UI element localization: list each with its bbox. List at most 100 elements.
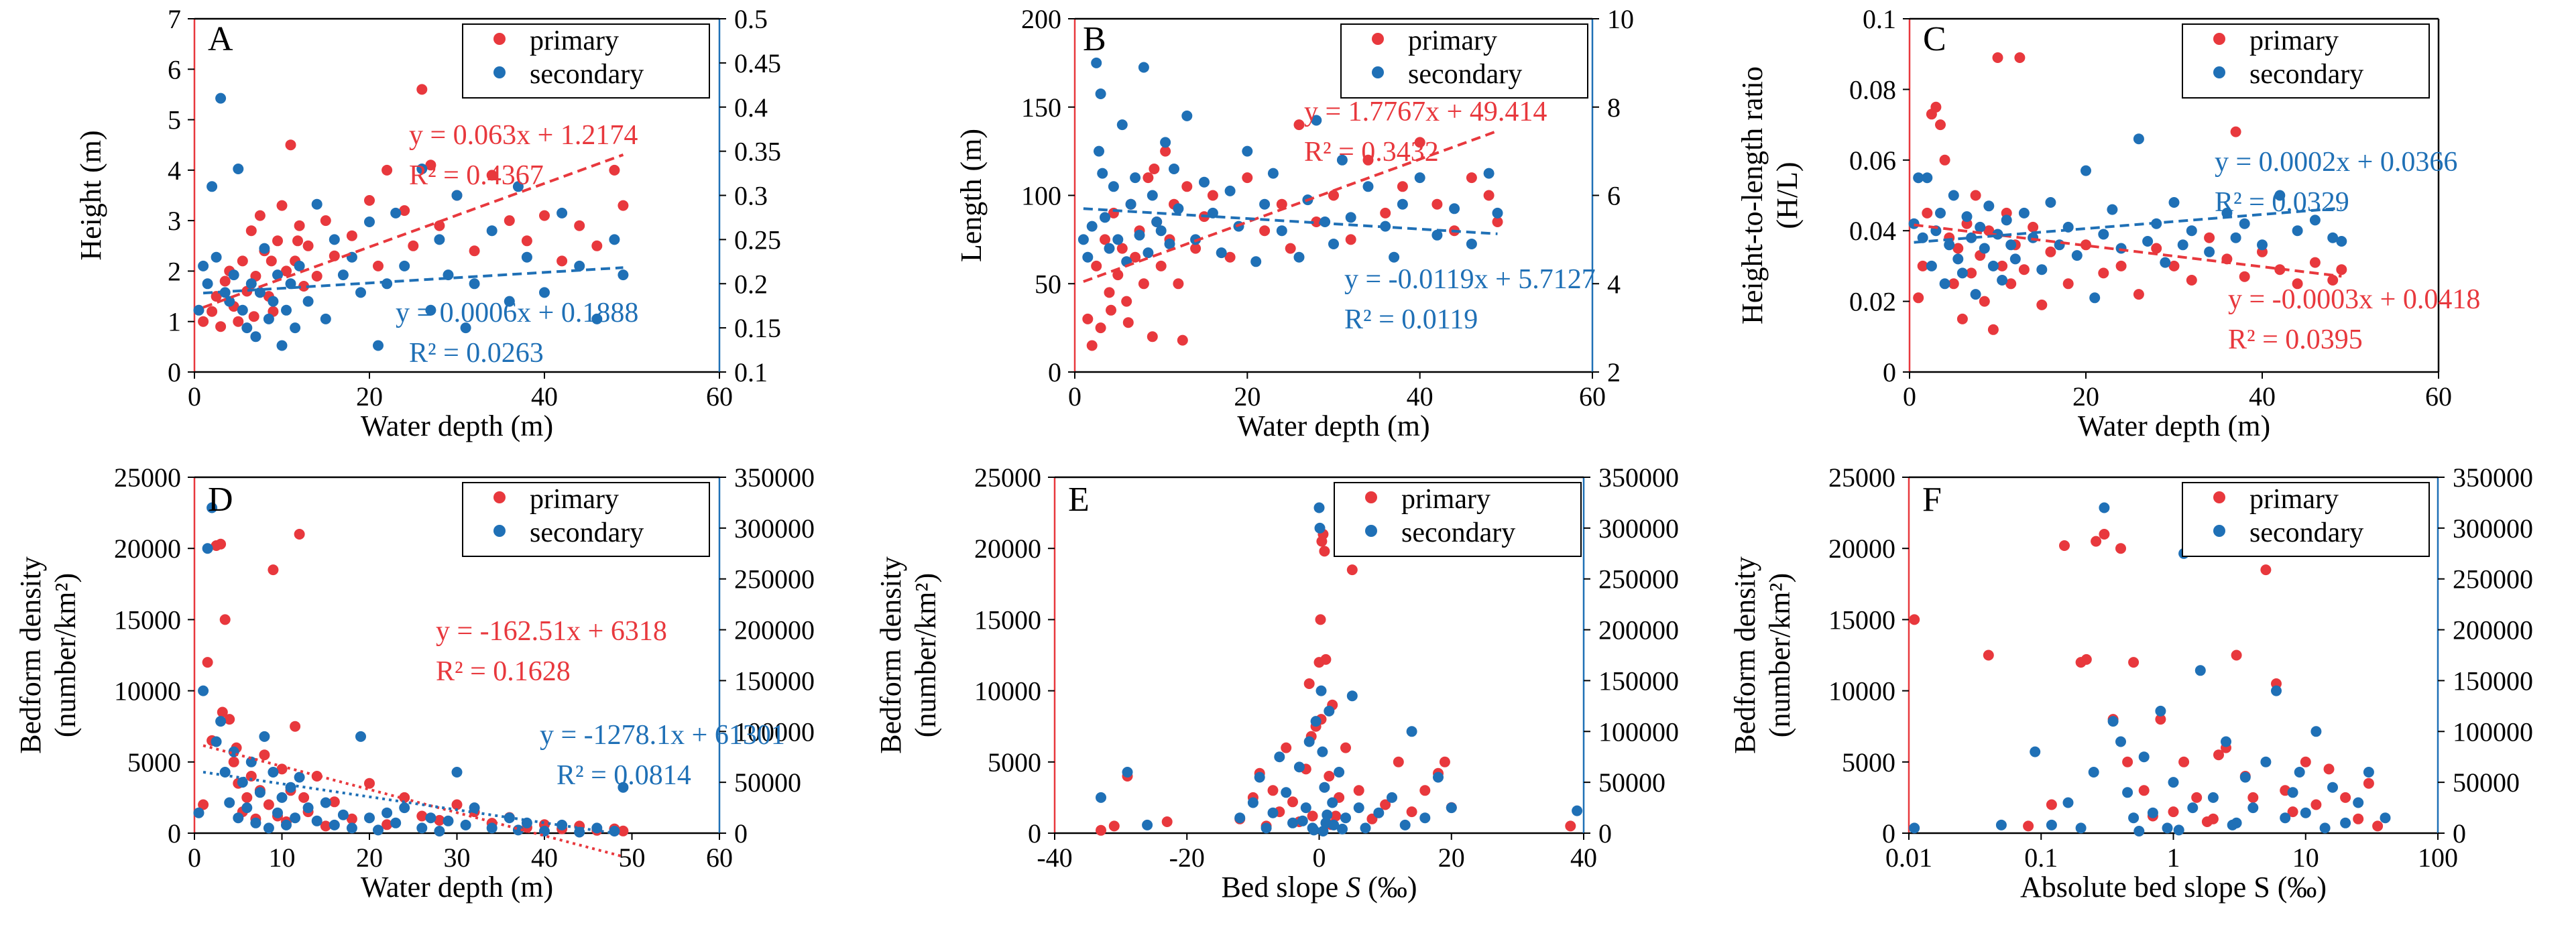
secondary-point-c bbox=[1917, 232, 1928, 243]
primary-point-b bbox=[1492, 216, 1503, 227]
primary-point-c bbox=[1956, 313, 1968, 324]
secondary-point-b bbox=[1224, 185, 1236, 196]
secondary-point-b bbox=[1134, 229, 1145, 241]
primary-point-e bbox=[1439, 756, 1450, 767]
secondary-point-b bbox=[1160, 137, 1171, 148]
secondary-point-d bbox=[241, 802, 253, 814]
secondary-point-a bbox=[198, 260, 209, 271]
secondary-point-f bbox=[2207, 792, 2219, 803]
secondary-point-d bbox=[219, 767, 231, 778]
secondary-point-a bbox=[364, 216, 375, 227]
primary-point-b bbox=[1160, 145, 1171, 157]
y-left-tick-label-c: 0.04 bbox=[1849, 216, 1896, 246]
y-left-tick-label-d: 25000 bbox=[114, 462, 181, 493]
secondary-point-e bbox=[1300, 802, 1311, 814]
secondary-point-e bbox=[1353, 802, 1364, 814]
primary-point-d bbox=[215, 538, 227, 550]
primary-point-e bbox=[1319, 546, 1330, 557]
x-axis-label-f: Absolute bed slope S (‰) bbox=[2020, 871, 2327, 904]
x-tick-label-f: 100 bbox=[2418, 843, 2458, 873]
y-right-tick-label-f: 0 bbox=[2453, 818, 2466, 849]
y-left-tick-label-b: 50 bbox=[1035, 269, 1061, 299]
secondary-point-c bbox=[2081, 165, 2091, 176]
primary-point-e bbox=[1393, 756, 1404, 767]
secondary-point-a bbox=[469, 278, 480, 290]
primary-point-b bbox=[1276, 198, 1287, 210]
legend-label-secondary-e: secondary bbox=[1401, 517, 1515, 548]
secondary-point-a bbox=[224, 296, 235, 307]
secondary-point-f bbox=[2075, 822, 2087, 834]
secondary-r2-c: R² = 0.0329 bbox=[2215, 187, 2349, 218]
secondary-point-f bbox=[2122, 787, 2133, 798]
secondary-point-c bbox=[2036, 264, 2048, 275]
primary-equation-c: y = -0.0003x + 0.0418 bbox=[2228, 284, 2480, 315]
y-right-tick-label-e: 0 bbox=[1598, 818, 1612, 849]
secondary-point-d bbox=[276, 792, 288, 803]
secondary-point-f bbox=[2353, 797, 2364, 808]
primary-point-a bbox=[219, 275, 231, 287]
x-axis-label-d: Water depth (m) bbox=[361, 871, 553, 904]
x-axis-label-c: Water depth (m) bbox=[2078, 410, 2270, 442]
primary-point-c bbox=[2045, 246, 2056, 257]
secondary-point-d bbox=[254, 787, 266, 798]
secondary-point-c bbox=[2107, 204, 2118, 215]
y-axis-label-e: Bedform density bbox=[874, 556, 907, 754]
secondary-point-d bbox=[294, 771, 305, 783]
primary-point-d bbox=[416, 810, 428, 822]
y-left-tick-label-e: 5000 bbox=[988, 747, 1041, 778]
secondary-point-b bbox=[1181, 110, 1193, 121]
primary-point-a bbox=[574, 220, 585, 231]
secondary-trendline-d bbox=[202, 770, 615, 835]
primary-point-b bbox=[1173, 278, 1184, 290]
primary-point-a bbox=[591, 240, 603, 251]
primary-point-c bbox=[1979, 296, 1990, 307]
secondary-point-b bbox=[1362, 181, 1374, 192]
primary-point-b bbox=[1345, 234, 1356, 245]
panel-label-e: E bbox=[1068, 481, 1090, 519]
y-right-tick-label-a: 0.2 bbox=[734, 269, 768, 299]
primary-point-a bbox=[382, 164, 393, 176]
primary-point-b bbox=[1397, 181, 1408, 192]
secondary-point-a bbox=[245, 278, 257, 290]
panel-label-d: D bbox=[208, 481, 233, 519]
y-left-tick-label-e: 10000 bbox=[974, 676, 1041, 706]
secondary-point-f bbox=[2107, 716, 2119, 727]
secondary-point-b bbox=[1336, 154, 1348, 166]
secondary-point-c bbox=[1948, 190, 1959, 201]
secondary-point-e bbox=[1310, 716, 1322, 727]
y-right-tick-label-f: 300000 bbox=[2453, 513, 2533, 544]
y-left-tick-label-b: 100 bbox=[1021, 181, 1061, 211]
y-left-tick-label-c: 0 bbox=[1883, 357, 1896, 387]
primary-point-b bbox=[1086, 340, 1098, 351]
primary-point-f bbox=[1909, 614, 1920, 625]
secondary-point-d bbox=[364, 812, 375, 824]
primary-point-a bbox=[486, 170, 497, 181]
x-tick-label-d: 20 bbox=[356, 843, 383, 873]
y-left-tick-label-c: 0.08 bbox=[1849, 74, 1896, 105]
secondary-point-f bbox=[2133, 826, 2145, 837]
primary-point-d bbox=[259, 749, 270, 761]
x-tick-label-d: 50 bbox=[619, 843, 646, 873]
primary-point-a bbox=[237, 255, 248, 267]
y-right-tick-label-a: 0.5 bbox=[734, 4, 768, 34]
secondary-point-d bbox=[399, 802, 410, 814]
secondary-point-a bbox=[382, 278, 393, 290]
primary-point-c bbox=[2115, 260, 2127, 271]
secondary-point-b bbox=[1091, 57, 1102, 68]
secondary-point-c bbox=[2018, 207, 2030, 219]
secondary-point-c bbox=[2309, 214, 2321, 226]
primary-point-e bbox=[1108, 820, 1120, 832]
secondary-point-d bbox=[443, 815, 454, 826]
secondary-point-b bbox=[1104, 243, 1115, 254]
legend-label-secondary-f: secondary bbox=[2249, 517, 2363, 548]
secondary-point-b bbox=[1199, 176, 1210, 188]
y-right-tick-label-d: 150000 bbox=[734, 666, 815, 696]
primary-point-d bbox=[618, 825, 629, 837]
panel-label-b: B bbox=[1083, 20, 1106, 58]
y-axis-label-c: (H/L) bbox=[1771, 162, 1804, 229]
secondary-point-a bbox=[272, 269, 283, 281]
primary-equation-b: y = 1.7767x + 49.414 bbox=[1304, 97, 1547, 127]
primary-point-b bbox=[1130, 251, 1141, 263]
y-right-tick-label-d: 300000 bbox=[734, 513, 815, 544]
secondary-point-d bbox=[451, 767, 463, 778]
